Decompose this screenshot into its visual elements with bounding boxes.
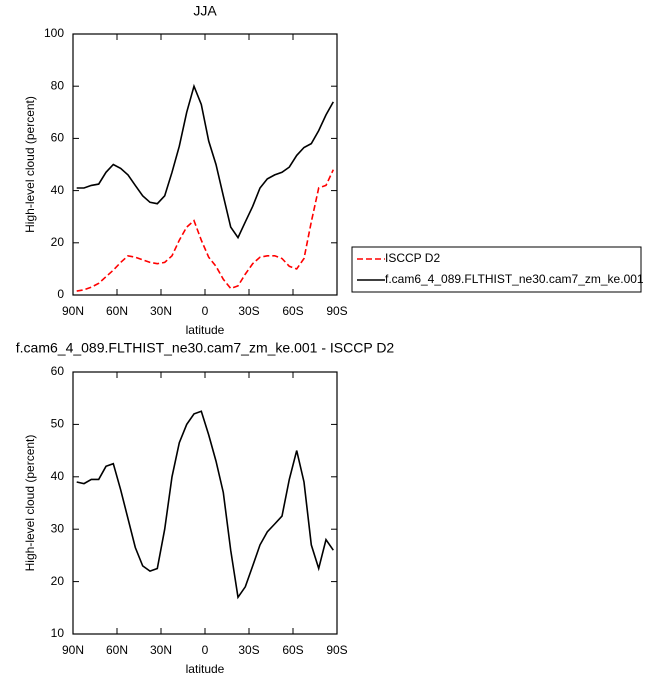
y-tick-label: 0 <box>57 287 64 301</box>
y-tick-label: 60 <box>51 131 65 145</box>
x-tick-label: 60S <box>282 304 303 318</box>
x-tick-label: 30S <box>238 304 259 318</box>
y-axis-label: High-level cloud (percent) <box>23 435 37 572</box>
plot-frame <box>72 371 338 635</box>
x-tick-label: 90N <box>62 643 84 657</box>
x-tick-label: 90S <box>326 643 347 657</box>
y-tick-label: 40 <box>51 183 65 197</box>
x-tick-label: 60N <box>106 304 128 318</box>
legend-label: f.cam6_4_089.FLTHIST_ne30.cam7_zm_ke.001 <box>385 272 644 286</box>
x-tick-label: 0 <box>202 304 209 318</box>
x-tick-label: 60N <box>106 643 128 657</box>
x-tick-label: 60S <box>282 643 303 657</box>
y-tick-label: 100 <box>44 26 64 40</box>
x-axis-label: latitude <box>186 662 225 676</box>
y-tick-label: 80 <box>51 78 65 92</box>
chart-title: JJA <box>193 3 217 19</box>
y-tick-label: 40 <box>51 469 65 483</box>
data-line <box>76 169 335 292</box>
legend-box <box>351 246 642 293</box>
plot-frame <box>72 33 338 296</box>
y-tick-label: 20 <box>51 235 65 249</box>
y-tick-label: 50 <box>51 417 65 431</box>
y-tick-label: 30 <box>51 521 65 535</box>
x-tick-label: 90N <box>62 304 84 318</box>
data-line <box>76 83 334 240</box>
x-tick-label: 30S <box>238 643 259 657</box>
y-axis-label: High-level cloud (percent) <box>23 96 37 233</box>
x-tick-label: 30N <box>150 304 172 318</box>
x-tick-label: 90S <box>326 304 347 318</box>
y-tick-label: 60 <box>51 364 65 378</box>
y-tick-label: 10 <box>51 626 65 640</box>
x-tick-label: 0 <box>202 643 209 657</box>
legend-label: ISCCP D2 <box>385 251 440 265</box>
x-axis-label: latitude <box>186 323 225 337</box>
y-tick-label: 20 <box>51 574 65 588</box>
x-tick-label: 30N <box>150 643 172 657</box>
chart-title: f.cam6_4_089.FLTHIST_ne30.cam7_zm_ke.001… <box>16 340 395 356</box>
data-line <box>76 410 334 600</box>
